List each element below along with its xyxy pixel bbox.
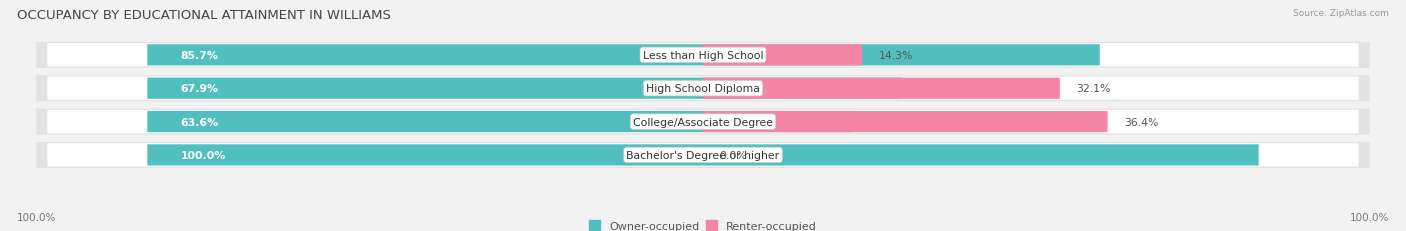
FancyBboxPatch shape (37, 43, 1369, 69)
FancyBboxPatch shape (148, 78, 903, 99)
FancyBboxPatch shape (37, 142, 1369, 168)
Text: 100.0%: 100.0% (17, 212, 56, 222)
Text: Less than High School: Less than High School (643, 51, 763, 61)
Text: 85.7%: 85.7% (181, 51, 218, 61)
FancyBboxPatch shape (48, 44, 1358, 67)
Text: High School Diploma: High School Diploma (647, 84, 759, 94)
Legend: Owner-occupied, Renter-occupied: Owner-occupied, Renter-occupied (589, 220, 817, 231)
FancyBboxPatch shape (148, 45, 1099, 66)
Text: 100.0%: 100.0% (1350, 212, 1389, 222)
FancyBboxPatch shape (48, 144, 1358, 167)
FancyBboxPatch shape (48, 110, 1358, 134)
Text: Bachelor's Degree or higher: Bachelor's Degree or higher (627, 150, 779, 160)
Text: 67.9%: 67.9% (181, 84, 219, 94)
FancyBboxPatch shape (48, 77, 1358, 100)
FancyBboxPatch shape (703, 78, 1060, 99)
Text: 36.4%: 36.4% (1125, 117, 1159, 127)
Text: 63.6%: 63.6% (181, 117, 219, 127)
FancyBboxPatch shape (703, 112, 1108, 133)
Text: 32.1%: 32.1% (1077, 84, 1111, 94)
FancyBboxPatch shape (148, 112, 855, 133)
FancyBboxPatch shape (37, 109, 1369, 135)
FancyBboxPatch shape (148, 145, 1258, 166)
Text: 100.0%: 100.0% (181, 150, 226, 160)
Text: Source: ZipAtlas.com: Source: ZipAtlas.com (1294, 9, 1389, 18)
FancyBboxPatch shape (703, 45, 862, 66)
Text: 14.3%: 14.3% (879, 51, 912, 61)
Text: OCCUPANCY BY EDUCATIONAL ATTAINMENT IN WILLIAMS: OCCUPANCY BY EDUCATIONAL ATTAINMENT IN W… (17, 9, 391, 22)
FancyBboxPatch shape (37, 76, 1369, 102)
Text: College/Associate Degree: College/Associate Degree (633, 117, 773, 127)
Text: 0.0%: 0.0% (720, 150, 748, 160)
